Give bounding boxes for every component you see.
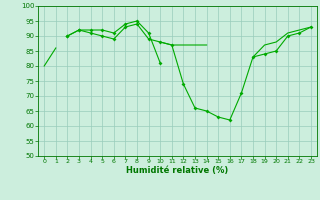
X-axis label: Humidité relative (%): Humidité relative (%) xyxy=(126,166,229,175)
